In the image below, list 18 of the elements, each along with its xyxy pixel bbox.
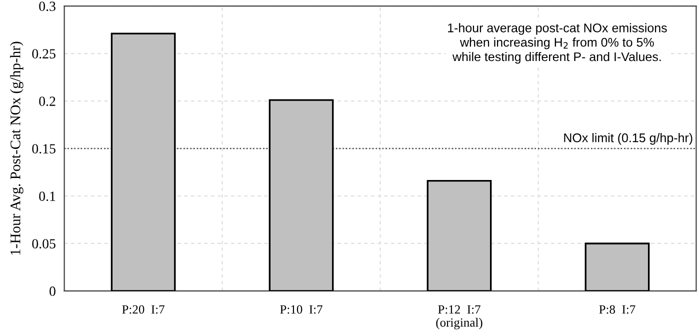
y-tick-label: 0.2 [39,96,56,106]
y-tick-label: 0 [50,286,56,296]
bar [584,242,650,291]
y-tick-label: 0.1 [39,192,56,202]
y-tick-label: 0.15 [32,144,56,154]
y-tick-label: 0.3 [39,2,56,12]
bar [268,99,334,291]
y-tick-label: 0.05 [32,239,56,249]
bar [426,180,492,291]
x-tick-label: P:12 I:7 (original) [436,305,482,330]
x-tick-label: P:20 I:7 [122,305,164,314]
x-tick-label: P:8 I:7 [599,305,636,314]
ref-line-label: NOx limit (0.15 g/hp-hr) [564,133,692,145]
bar [110,32,176,291]
x-tick-label: P:10 I:7 [280,305,322,314]
annotation: 1-hour average post-cat NOx emissions when increasing H$_{2}$ from 0% to 5% while testing different P- and I-Values. [448,23,667,64]
y-tick-label: 0.25 [32,49,56,59]
y-axis-title: 1-Hour Avg. Post-Cat NOx (g/hp-hr) [10,42,24,255]
